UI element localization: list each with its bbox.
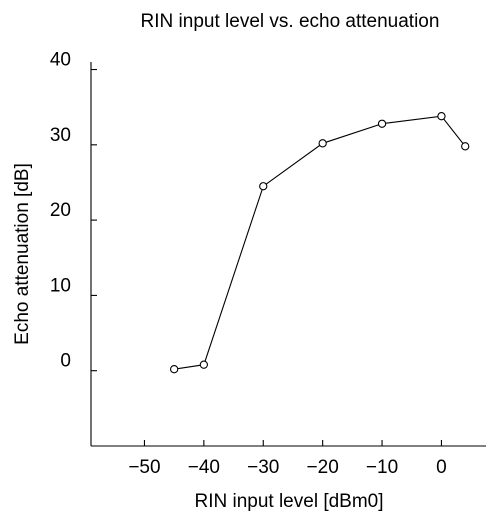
data-point (199, 360, 209, 369)
y-tick-label: 20 (50, 200, 71, 221)
series-line (174, 115, 466, 370)
x-ticks: −50 −40 −30 −20 −10 0 (128, 440, 447, 478)
x-tick-label: −10 (366, 457, 398, 478)
y-axis-label: Echo attenuation [dB] (12, 163, 33, 345)
series (170, 112, 470, 374)
chart-title: RIN input level vs. echo attenuation (141, 11, 440, 32)
data-point (377, 119, 387, 128)
x-tick-label: −50 (128, 457, 160, 478)
data-point (259, 182, 268, 191)
data-point (461, 142, 470, 151)
y-tick-label: 30 (50, 125, 71, 146)
x-tick-label: −30 (247, 457, 279, 478)
x-tick-label: −20 (307, 457, 339, 478)
y-tick-label: 10 (50, 275, 71, 296)
x-axis-label: RIN input level [dBm0] (194, 491, 383, 512)
data-point (170, 365, 179, 374)
y-tick-label: 0 (60, 351, 71, 372)
data-point (318, 139, 327, 148)
x-tick-label: −40 (188, 457, 220, 478)
data-point (437, 112, 446, 121)
x-tick-label: 0 (436, 457, 447, 478)
y-tick-label: 40 (50, 50, 71, 71)
y-ticks: 0 10 20 30 40 (50, 50, 97, 372)
